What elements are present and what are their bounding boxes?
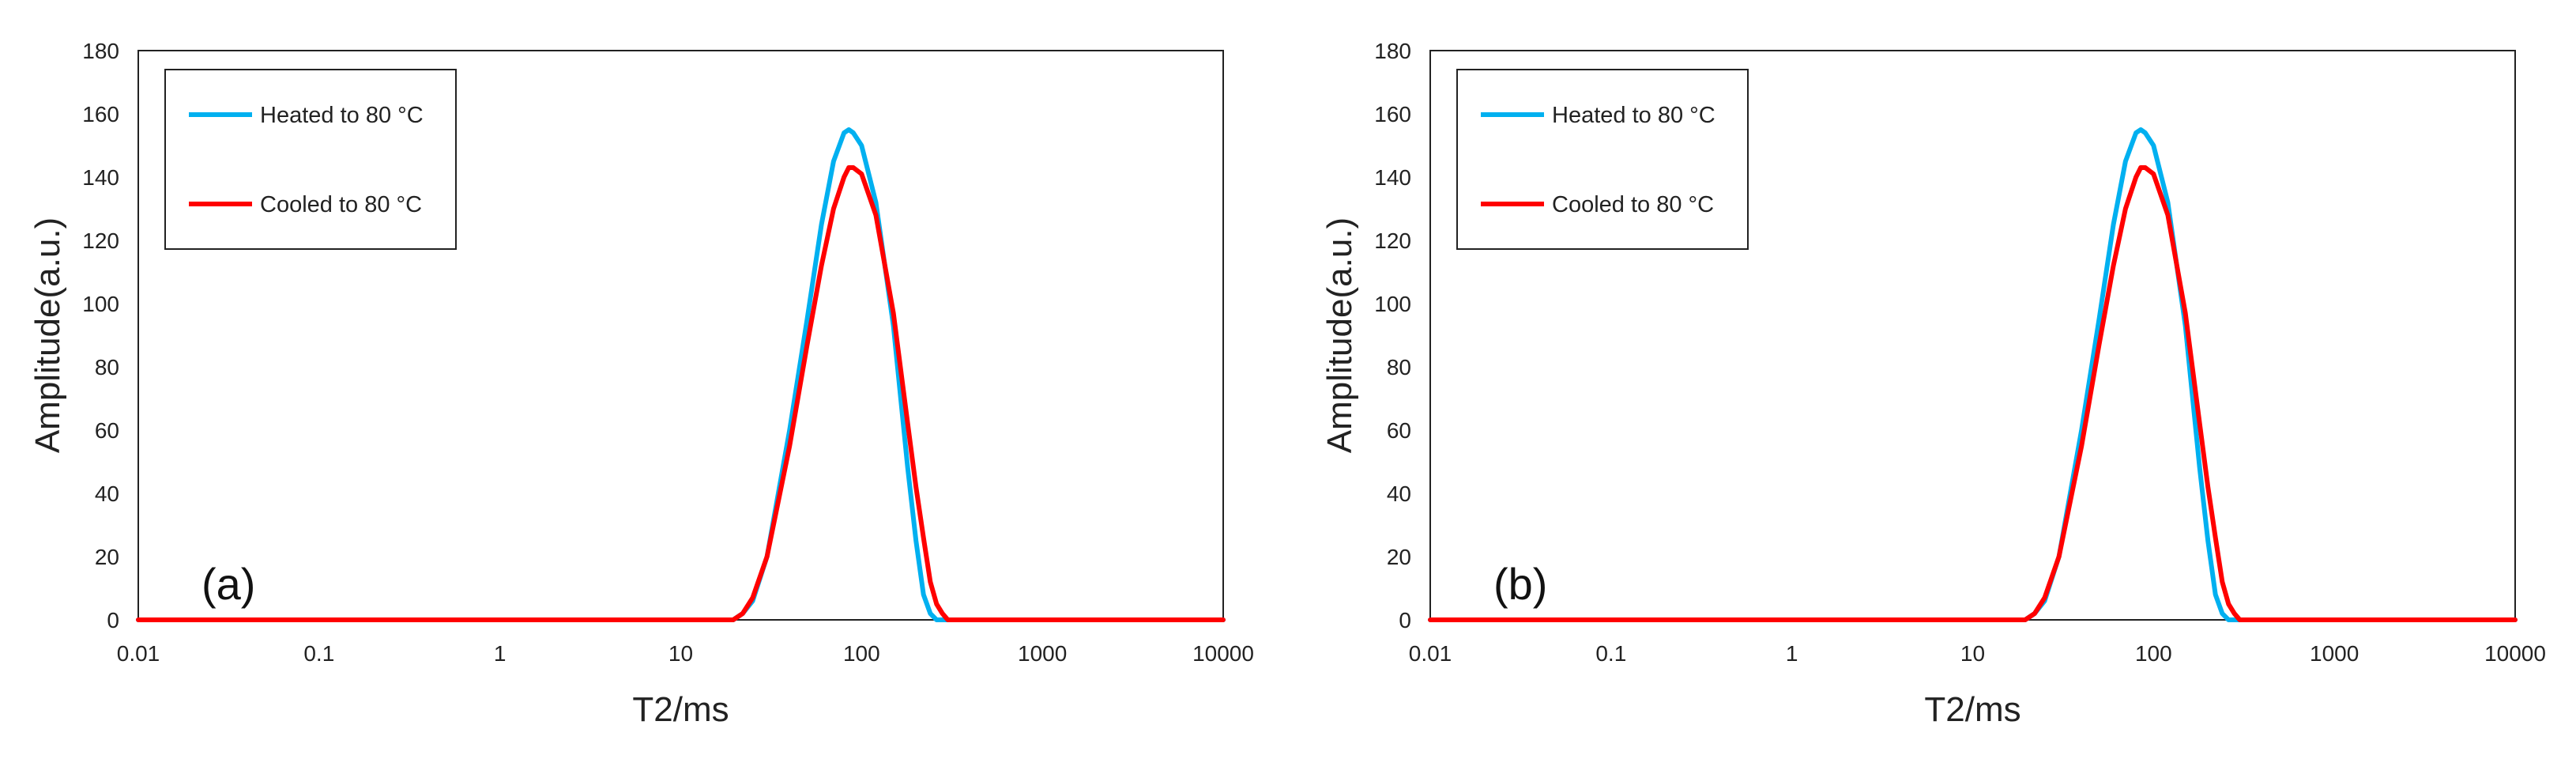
- panel-label: (a): [201, 559, 255, 609]
- y-tick-label: 180: [1374, 39, 1411, 63]
- chart-panel-b: 0 20 40 60 80 100 120 140 160 180 0.01 0.1 1 10 100 100…: [1320, 39, 2546, 729]
- y-tick-label: 60: [95, 418, 119, 443]
- x-tick-label: 1: [494, 641, 507, 666]
- x-tick-label: 10: [1960, 641, 1985, 666]
- y-tick-label: 80: [95, 355, 119, 380]
- x-tick-label: 0.1: [303, 641, 334, 666]
- y-tick-label: 140: [1374, 165, 1411, 190]
- y-tick-label: 0: [107, 608, 119, 632]
- x-tick-label: 0.01: [1409, 641, 1452, 666]
- x-tick-label: 10000: [1192, 641, 1254, 666]
- y-tick-label: 40: [1387, 481, 1411, 506]
- y-tick-label: 180: [82, 39, 119, 63]
- y-tick-label: 20: [95, 545, 119, 569]
- legend-box: [164, 69, 457, 250]
- legend-entry-label: Cooled to 80 °C: [1552, 192, 1714, 217]
- x-tick-label: 100: [843, 641, 880, 666]
- panel-label: (b): [1493, 559, 1547, 609]
- y-tick-label: 80: [1387, 355, 1411, 380]
- x-tick-label: 100: [2135, 641, 2172, 666]
- x-tick-label: 1: [1786, 641, 1798, 666]
- y-axis-title: Amplitude(a.u.): [28, 217, 67, 453]
- x-tick-label: 10000: [2484, 641, 2546, 666]
- x-axis-title: T2/ms: [632, 690, 729, 729]
- y-axis-title: Amplitude(a.u.): [1320, 217, 1359, 453]
- series-line-cooled: [136, 165, 1226, 622]
- y-tick-label: 120: [1374, 228, 1411, 253]
- x-tick-label: 10: [668, 641, 693, 666]
- legend-entry-label: Heated to 80 °C: [1552, 103, 1715, 128]
- y-tick-label: 60: [1387, 418, 1411, 443]
- legend-entry-label: Cooled to 80 °C: [260, 192, 422, 217]
- x-axis-title: T2/ms: [1924, 690, 2021, 729]
- y-tick-label: 20: [1387, 545, 1411, 569]
- series-line-cooled: [1428, 165, 2518, 622]
- legend-entry-label: Heated to 80 °C: [260, 103, 424, 128]
- y-tick-label: 100: [82, 292, 119, 316]
- y-tick-label: 140: [82, 165, 119, 190]
- x-tick-label: 1000: [2310, 641, 2359, 666]
- y-tick-label: 100: [1374, 292, 1411, 316]
- x-tick-label: 0.1: [1595, 641, 1626, 666]
- y-tick-label: 160: [82, 102, 119, 126]
- y-tick-label: 40: [95, 481, 119, 506]
- x-tick-label: 1000: [1018, 641, 1067, 666]
- y-tick-label: 0: [1399, 608, 1411, 632]
- x-tick-label: 0.01: [117, 641, 160, 666]
- y-tick-label: 160: [1374, 102, 1411, 126]
- legend-box: [1456, 69, 1749, 250]
- y-tick-label: 120: [82, 228, 119, 253]
- chart-panel-a: 0 20 40 60 80 100 120 140 160 180 0.01 0.1 1 10 100 100…: [28, 39, 1254, 729]
